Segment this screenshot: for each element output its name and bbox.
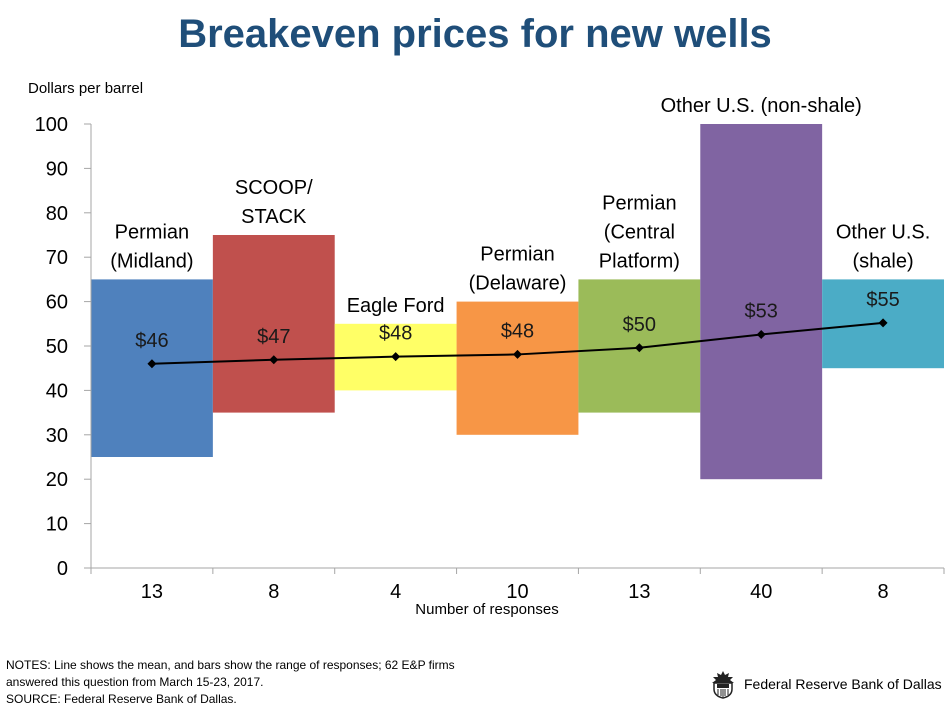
x-tick-label: 8	[268, 581, 279, 603]
category-label: Eagle Ford	[347, 295, 445, 317]
x-tick-label: 40	[750, 581, 772, 603]
brand-footer: Federal Reserve Bank of Dallas	[710, 669, 942, 699]
x-tick-label: 4	[390, 581, 401, 603]
category-label: (Midland)	[110, 250, 193, 272]
category-label: (Central	[604, 221, 675, 243]
mean-data-label: $53	[745, 300, 778, 322]
category-label: Other U.S. (non-shale)	[661, 95, 862, 117]
category-label: (Delaware)	[469, 273, 567, 295]
range-bar	[456, 301, 579, 435]
mean-data-label: $48	[501, 320, 534, 342]
labels: $46 $47 $48 $48 $50 $53 $55 Permian (Midland) SCO…	[110, 95, 930, 352]
brand-name: Federal Reserve Bank of Dallas	[744, 676, 942, 692]
x-axis-label: Number of responses	[415, 601, 558, 618]
mean-data-label: $50	[623, 314, 656, 336]
mean-marker	[634, 343, 644, 353]
x-tick-label: 13	[628, 581, 650, 603]
y-tick-label: 30	[46, 425, 68, 447]
y-tick-label: 0	[57, 558, 68, 580]
chart-notes: NOTES: Line shows the mean, and bars sho…	[6, 657, 455, 708]
notes-line-1: NOTES: Line shows the mean, and bars sho…	[6, 658, 455, 672]
mean-marker	[756, 329, 766, 339]
category-label: STACK	[241, 206, 307, 228]
mean-data-label: $48	[379, 323, 412, 345]
axes: 0 10 20 30 40 50 60 70 80 90 100 13 8 4 10 13 40 8 Number …	[35, 114, 945, 618]
category-label: Platform)	[599, 250, 680, 272]
y-axis-label: Dollars per barrel	[28, 80, 144, 97]
mean-data-label: $46	[135, 330, 168, 352]
y-tick-label: 90	[46, 158, 68, 180]
chart-plot: 0 10 20 30 40 50 60 70 80 90 100 13 8 4 10 13 40 8 Number …	[35, 95, 945, 618]
y-tick-label: 20	[46, 469, 68, 491]
notes-line-2: answered this question from March 15-23,…	[6, 675, 264, 689]
y-tick-label: 60	[46, 292, 68, 314]
mean-marker	[878, 318, 888, 328]
mean-data-label: $55	[866, 289, 899, 311]
y-tick-label: 100	[35, 114, 68, 136]
mean-marker	[269, 355, 279, 365]
category-label: (shale)	[853, 250, 914, 272]
x-tick-label: 10	[506, 581, 528, 603]
y-tick-label: 70	[46, 247, 68, 269]
chart-title: Breakeven prices for new wells	[178, 12, 772, 56]
y-tick-label: 40	[46, 380, 68, 402]
category-label: SCOOP/	[235, 177, 313, 199]
range-bar	[212, 235, 335, 413]
source-note: SOURCE: Federal Reserve Bank of Dallas.	[6, 692, 237, 706]
x-tick-label: 13	[141, 581, 163, 603]
category-label: Other U.S.	[836, 221, 930, 243]
category-label: Permian	[480, 244, 554, 266]
range-bar	[700, 124, 823, 480]
mean-marker	[513, 349, 522, 359]
category-label: Permian	[115, 221, 189, 243]
y-tick-label: 10	[46, 514, 68, 536]
mean-marker	[147, 359, 157, 369]
y-tick-label: 50	[46, 336, 68, 358]
category-label: Permian	[602, 192, 676, 214]
x-tick-label: 8	[878, 581, 889, 603]
y-tick-label: 80	[46, 203, 68, 225]
range-bars	[91, 124, 944, 480]
mean-marker	[391, 352, 401, 362]
mean-data-label: $47	[257, 326, 290, 348]
federal-reserve-seal-icon	[712, 671, 734, 699]
mean-line-group	[147, 318, 888, 369]
